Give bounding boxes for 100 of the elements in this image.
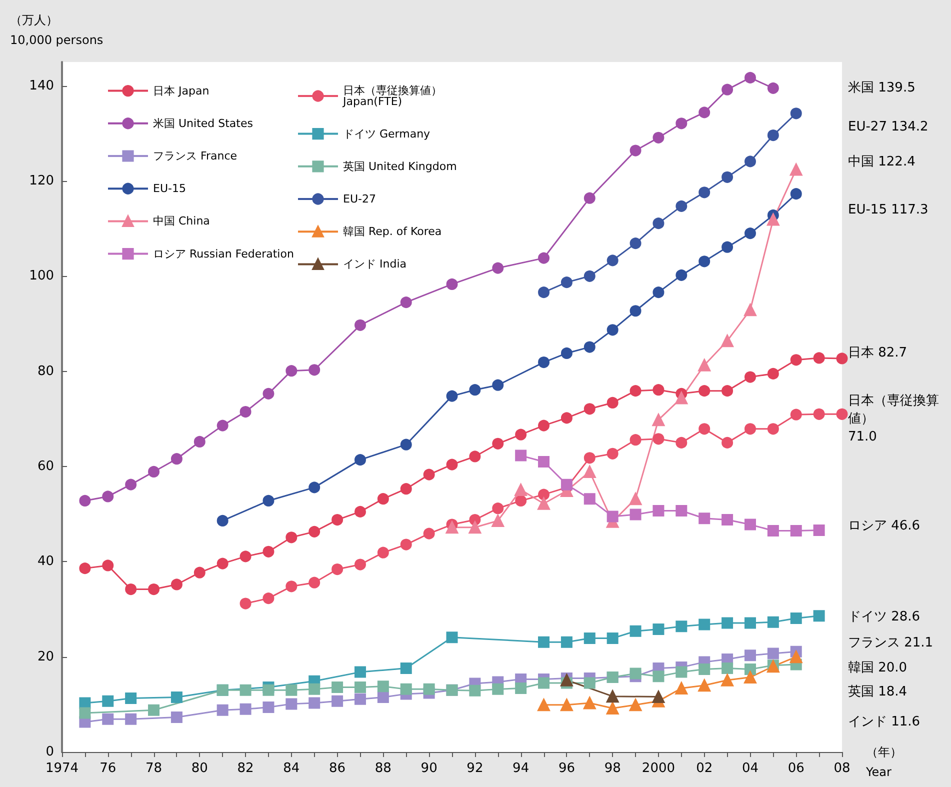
point <box>515 428 527 440</box>
point <box>744 156 756 168</box>
point <box>148 704 160 716</box>
point <box>308 683 320 695</box>
legend-label: 中国 China <box>153 214 210 228</box>
point <box>721 674 734 686</box>
text: ドイツ 28.6 <box>848 610 920 624</box>
x-tick-label: 80 <box>191 761 208 776</box>
text: ロシア 46.6 <box>848 518 920 534</box>
point <box>286 684 298 696</box>
point <box>790 612 802 624</box>
point <box>170 692 182 704</box>
point <box>813 610 825 622</box>
point <box>698 256 710 268</box>
point <box>606 254 618 266</box>
legend-label: ロシア Russian Federation <box>153 247 294 260</box>
point <box>515 682 527 694</box>
point <box>377 546 389 558</box>
point <box>813 408 825 420</box>
point <box>630 668 642 680</box>
point <box>813 524 825 536</box>
y-tick-label: 120 <box>29 173 54 188</box>
point <box>400 438 412 450</box>
point <box>790 650 802 664</box>
point <box>744 663 756 675</box>
point <box>722 385 734 397</box>
legend-label: ドイツ Germany <box>343 127 431 140</box>
point <box>400 538 412 550</box>
x-tick-label: 86 <box>329 761 346 776</box>
point <box>698 423 710 435</box>
x-tick-label: 08 <box>834 761 850 776</box>
point <box>813 352 825 364</box>
point <box>262 702 274 714</box>
x-tick-label: 04 <box>742 761 759 776</box>
x-tick-label: 06 <box>788 761 804 776</box>
point <box>102 713 114 725</box>
point <box>400 662 412 674</box>
y-tick-label: 80 <box>37 364 54 379</box>
point <box>262 494 274 506</box>
point <box>492 379 504 391</box>
text: 韓国 20.0 <box>848 660 908 676</box>
point <box>652 218 664 230</box>
y-tick-label: 0 <box>46 744 54 760</box>
point <box>676 666 688 678</box>
point <box>446 632 458 644</box>
text: インド 11.6 <box>848 714 920 730</box>
point <box>744 617 756 629</box>
point <box>606 396 618 408</box>
point <box>836 352 848 364</box>
point <box>767 423 779 435</box>
point <box>652 690 665 704</box>
y-tick-label: 40 <box>37 554 54 570</box>
x-tick-label: 02 <box>696 761 713 776</box>
point <box>262 546 274 558</box>
point <box>722 84 734 96</box>
point <box>423 468 435 480</box>
point <box>584 493 596 505</box>
point <box>721 334 734 348</box>
point <box>744 72 756 84</box>
point <box>240 550 252 562</box>
point <box>423 683 435 695</box>
point <box>170 712 182 724</box>
point <box>170 453 182 465</box>
point <box>538 286 550 298</box>
point <box>468 521 482 534</box>
point <box>722 171 734 183</box>
point <box>332 682 344 694</box>
point <box>766 213 780 226</box>
point <box>790 108 802 120</box>
point <box>698 358 711 372</box>
point <box>102 695 114 707</box>
legend-label: EU-27 <box>343 192 376 206</box>
legend-label: EU-15 <box>153 182 186 196</box>
point <box>836 408 848 420</box>
text: 日本（専従換算値） 71.0 <box>848 394 939 444</box>
point <box>332 564 344 576</box>
point <box>538 488 550 500</box>
point <box>538 677 550 689</box>
point <box>652 286 664 298</box>
point <box>652 504 664 516</box>
point <box>469 684 481 696</box>
point <box>240 703 252 715</box>
point <box>79 494 91 506</box>
point <box>354 454 366 466</box>
point <box>332 514 344 526</box>
point <box>492 514 504 527</box>
point <box>583 696 596 710</box>
point <box>492 262 504 274</box>
point <box>79 562 91 574</box>
x-tick-label: 88 <box>374 761 392 776</box>
point <box>584 270 596 282</box>
point <box>560 276 572 288</box>
point <box>652 670 664 682</box>
point <box>354 682 366 694</box>
point <box>286 580 298 592</box>
point <box>722 436 734 448</box>
point <box>790 408 802 420</box>
point <box>492 683 504 695</box>
text: EU-15 117.3 <box>848 202 928 218</box>
point <box>125 584 137 595</box>
